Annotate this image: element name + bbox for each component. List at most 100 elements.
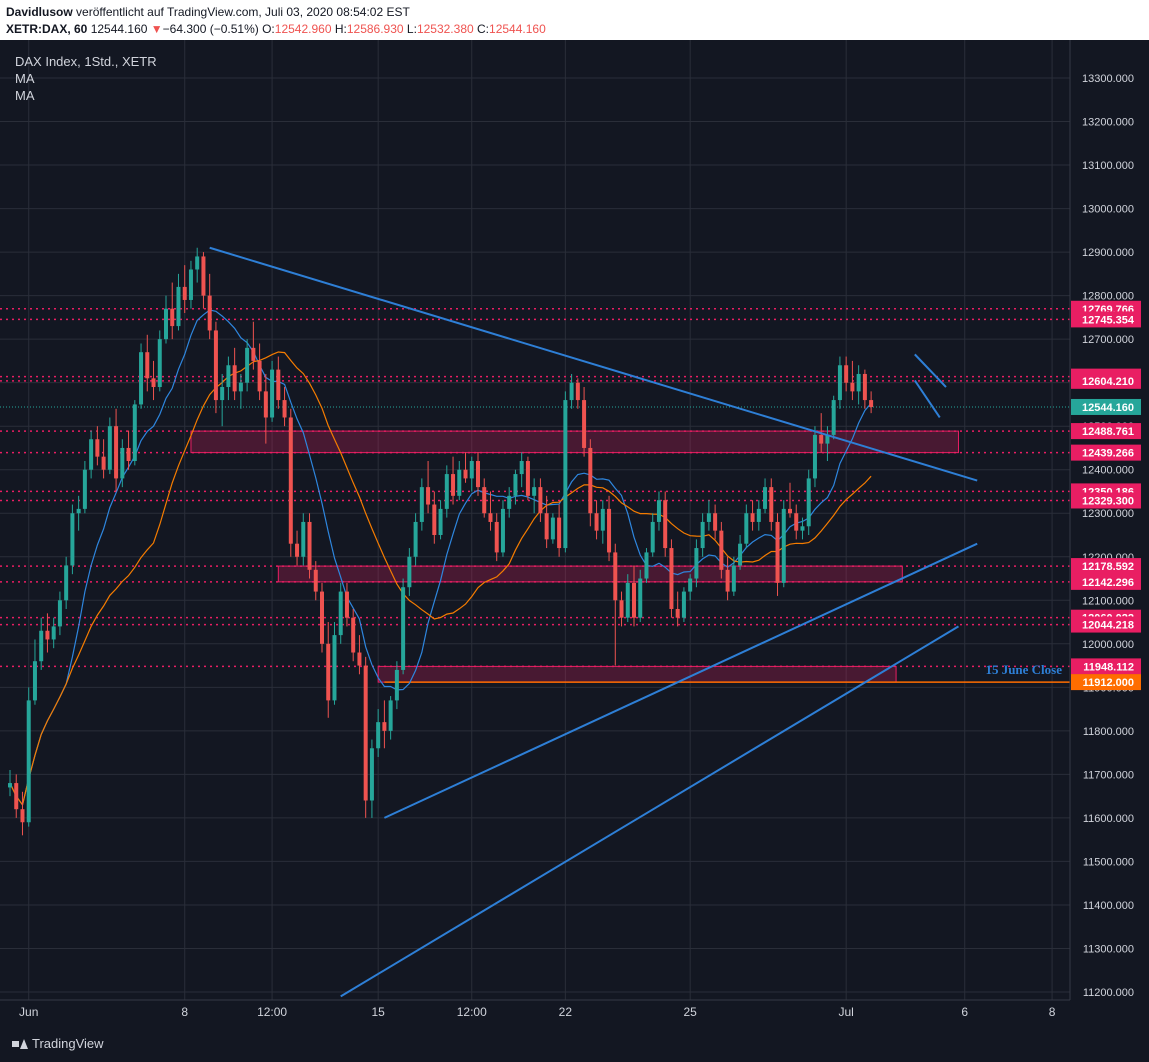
candle-body <box>107 426 112 470</box>
candle-body <box>195 256 200 270</box>
candle-body <box>675 608 680 618</box>
candle <box>613 543 618 666</box>
candle-body <box>288 417 293 544</box>
price-change: −64.300 (−0.51%) <box>162 22 259 36</box>
candle <box>844 356 849 392</box>
candle <box>588 439 593 527</box>
change-down-icon: ▼ <box>150 22 163 36</box>
candle <box>257 343 262 401</box>
candle-body <box>438 508 443 535</box>
candle <box>401 578 406 675</box>
candle-body <box>588 447 593 514</box>
ma-slow-line <box>9 351 872 807</box>
author-name[interactable]: Davidlusow <box>6 5 73 19</box>
candle-body <box>632 582 636 618</box>
candle-body <box>220 387 225 401</box>
price-level-tag-bg <box>1071 558 1141 575</box>
price-tick-label: 11400.000 <box>1083 900 1134 912</box>
close-annotation: 15 June Close <box>985 662 1062 677</box>
price-level-tag-bg <box>1071 658 1141 675</box>
price-level-tag-label: 11912.000 <box>1083 677 1134 689</box>
time-tick-label: 22 <box>559 1005 573 1019</box>
candle-body <box>500 508 505 553</box>
candle <box>245 339 250 392</box>
candle <box>763 478 768 514</box>
candle <box>32 639 37 705</box>
candle <box>688 574 693 601</box>
candle <box>344 582 349 627</box>
candle <box>644 548 649 583</box>
candle <box>238 373 243 409</box>
price-level-tag: 12142.296 <box>1071 573 1141 590</box>
price-level-tag-label: 12142.296 <box>1082 577 1134 589</box>
candle <box>494 513 499 562</box>
candle-body <box>213 330 218 401</box>
candle-body <box>145 352 150 379</box>
candle-body <box>313 569 318 592</box>
price-level-tag-label: 12178.592 <box>1082 561 1134 573</box>
tradingview-logo[interactable]: TradingView <box>12 1036 104 1051</box>
candle <box>557 504 562 557</box>
candle <box>139 343 144 409</box>
price-tick-label: 13300.000 <box>1082 73 1134 85</box>
price-tick-label: 12100.000 <box>1082 595 1134 607</box>
candle-body <box>700 521 705 549</box>
candle-body <box>182 286 187 300</box>
candle <box>457 461 462 501</box>
candle-body <box>644 552 649 579</box>
candle <box>632 565 636 627</box>
legend-title[interactable]: DAX Index, 1Std., XETR <box>15 54 157 69</box>
high-value: 12586.930 <box>346 22 404 36</box>
tradingview-logo-icon <box>12 1038 28 1049</box>
candle <box>650 513 655 557</box>
legend-ma-slow[interactable]: MA <box>15 88 35 103</box>
price-level-tag: 12604.210 <box>1071 372 1141 389</box>
candle-body <box>482 487 487 514</box>
footer: TradingView <box>0 1026 1149 1062</box>
candle-body <box>332 635 337 701</box>
candle <box>145 334 150 392</box>
candle <box>220 373 225 427</box>
candle <box>750 500 755 531</box>
candle <box>157 330 162 392</box>
candle-body <box>270 369 275 418</box>
candle <box>519 452 524 488</box>
candle-body <box>713 513 718 531</box>
candle <box>432 491 437 544</box>
candle <box>850 360 855 401</box>
open-label: O: <box>262 22 275 36</box>
price-tick-label: 11200.000 <box>1083 987 1134 999</box>
price-level-tag-label: 11948.112 <box>1083 661 1134 673</box>
candles <box>8 247 874 836</box>
candle <box>201 252 206 309</box>
candle <box>70 504 75 575</box>
legend-ma-fast[interactable]: MA <box>15 71 35 86</box>
price-tick-label: 11800.000 <box>1083 726 1134 738</box>
candle <box>532 478 537 514</box>
candle-body <box>688 578 693 592</box>
price-level-tag-label: 12439.266 <box>1082 448 1134 460</box>
candle-body <box>744 513 749 544</box>
price-axis: 11200.000 11300.000 11400.000 11500.000 1160… <box>1069 40 1141 1000</box>
candle <box>619 591 624 627</box>
price-level-tag: 12488.761 <box>1071 423 1141 440</box>
candle <box>82 461 87 514</box>
candle-body <box>613 552 618 601</box>
candle <box>45 613 50 653</box>
candle-body <box>382 722 387 731</box>
candle <box>681 587 686 623</box>
candle <box>251 321 256 370</box>
candle <box>563 391 568 553</box>
candle <box>488 491 493 531</box>
candle-body <box>307 521 312 570</box>
candle-body <box>170 308 175 327</box>
candle-body <box>831 400 836 435</box>
candle-body <box>800 526 805 531</box>
candle-body <box>476 461 480 488</box>
candle-body <box>20 809 25 823</box>
support-resistance-zone <box>277 565 903 583</box>
candle-body <box>101 456 106 470</box>
candle <box>207 273 212 340</box>
candle <box>756 500 761 531</box>
price-chart[interactable]: 15 June Close 11200.000 11300.000 11400.000… <box>0 40 1149 1026</box>
